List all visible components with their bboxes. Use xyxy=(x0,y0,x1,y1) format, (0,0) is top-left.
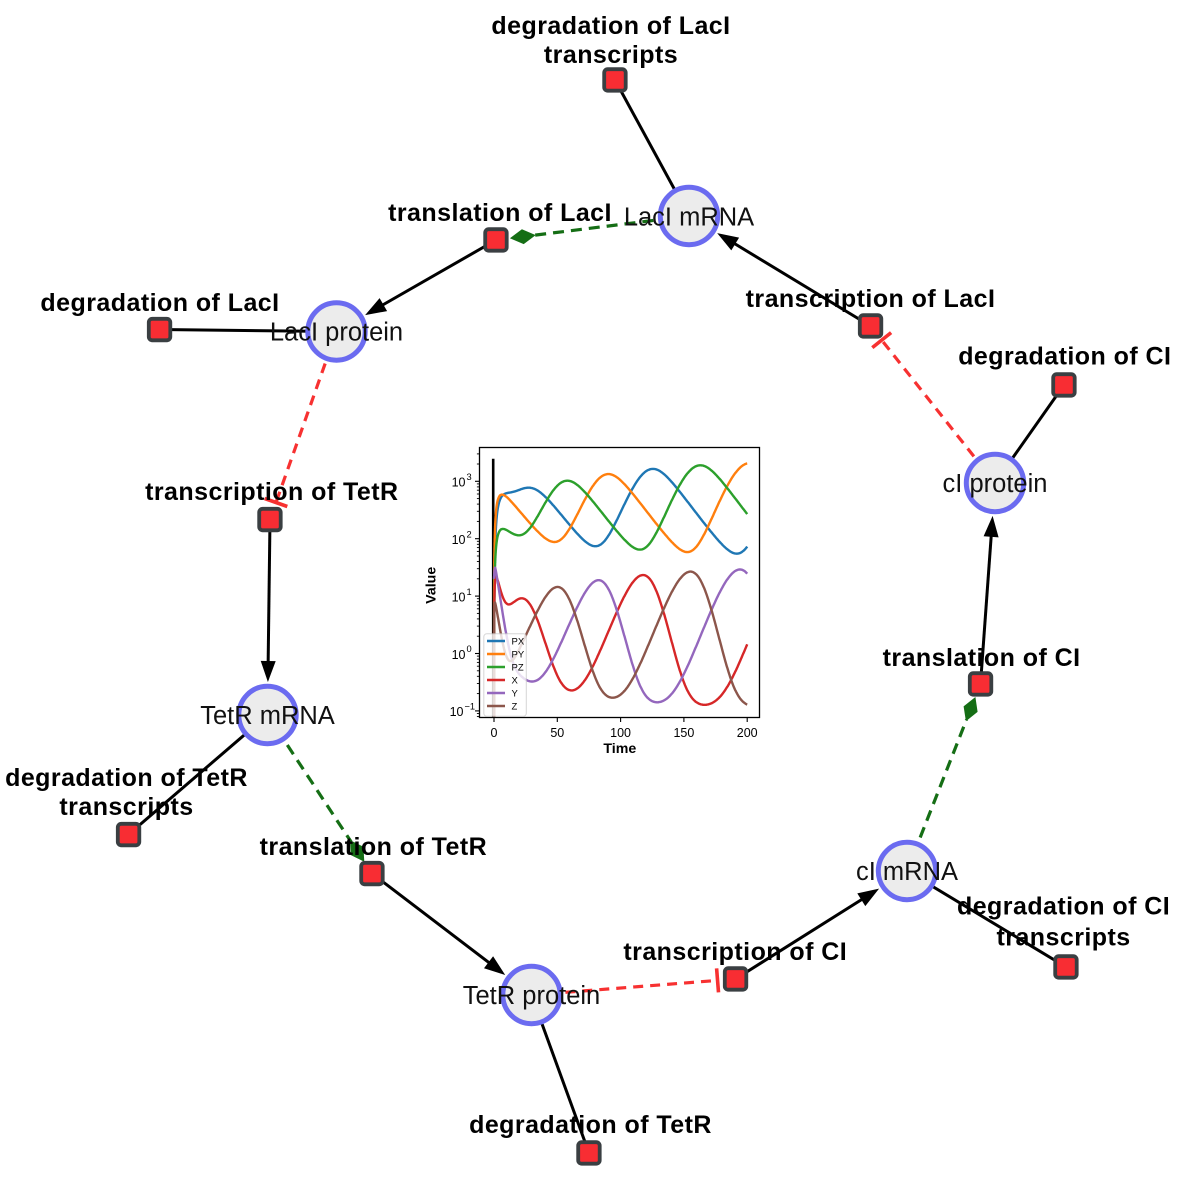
svg-text:transcripts: transcripts xyxy=(59,793,193,821)
svg-text:degradation of LacI: degradation of LacI xyxy=(491,12,730,40)
svg-text:TetR mRNA: TetR mRNA xyxy=(200,702,335,730)
svg-text:cI mRNA: cI mRNA xyxy=(856,858,958,886)
svg-text:transcription of LacI: transcription of LacI xyxy=(746,285,996,313)
svg-text:transcripts: transcripts xyxy=(997,924,1131,952)
svg-text:degradation of CI: degradation of CI xyxy=(957,893,1170,921)
svg-text:10: 10 xyxy=(452,590,466,604)
svg-text:10: 10 xyxy=(452,533,466,547)
svg-text:X: X xyxy=(512,675,519,686)
svg-text:Time: Time xyxy=(603,741,636,757)
svg-text:LacI protein: LacI protein xyxy=(270,319,403,347)
svg-text:degradation of CI: degradation of CI xyxy=(958,343,1171,371)
svg-text:0: 0 xyxy=(467,644,472,654)
svg-text:degradation of TetR: degradation of TetR xyxy=(5,764,248,792)
svg-text:PX: PX xyxy=(512,636,525,647)
svg-text:transcripts: transcripts xyxy=(544,41,678,69)
svg-text:Z: Z xyxy=(512,701,518,712)
svg-text:10: 10 xyxy=(450,705,464,719)
svg-text:100: 100 xyxy=(610,726,631,740)
svg-text:translation of LacI: translation of LacI xyxy=(388,199,612,227)
svg-text:PZ: PZ xyxy=(512,662,524,673)
svg-text:10: 10 xyxy=(452,476,466,490)
svg-text:2: 2 xyxy=(467,529,472,539)
svg-text:transcription of CI: transcription of CI xyxy=(623,938,847,966)
svg-text:PY: PY xyxy=(512,649,525,660)
svg-text:translation of TetR: translation of TetR xyxy=(260,833,488,861)
svg-text:0: 0 xyxy=(491,726,498,740)
svg-text:Y: Y xyxy=(512,688,519,699)
svg-text:50: 50 xyxy=(550,726,564,740)
svg-text:translation of CI: translation of CI xyxy=(883,644,1081,672)
svg-text:cI protein: cI protein xyxy=(943,470,1048,498)
svg-text:transcription of TetR: transcription of TetR xyxy=(145,478,398,506)
svg-text:degradation of TetR: degradation of TetR xyxy=(469,1111,712,1139)
svg-text:TetR protein: TetR protein xyxy=(463,982,601,1010)
svg-text:10: 10 xyxy=(452,648,466,662)
svg-text:−1: −1 xyxy=(465,702,476,712)
svg-text:200: 200 xyxy=(737,726,758,740)
svg-text:1: 1 xyxy=(467,587,472,597)
svg-text:Value: Value xyxy=(423,567,439,604)
svg-text:degradation of LacI: degradation of LacI xyxy=(40,289,279,317)
svg-text:3: 3 xyxy=(467,472,472,482)
svg-text:150: 150 xyxy=(673,726,694,740)
svg-text:LacI mRNA: LacI mRNA xyxy=(624,204,754,232)
